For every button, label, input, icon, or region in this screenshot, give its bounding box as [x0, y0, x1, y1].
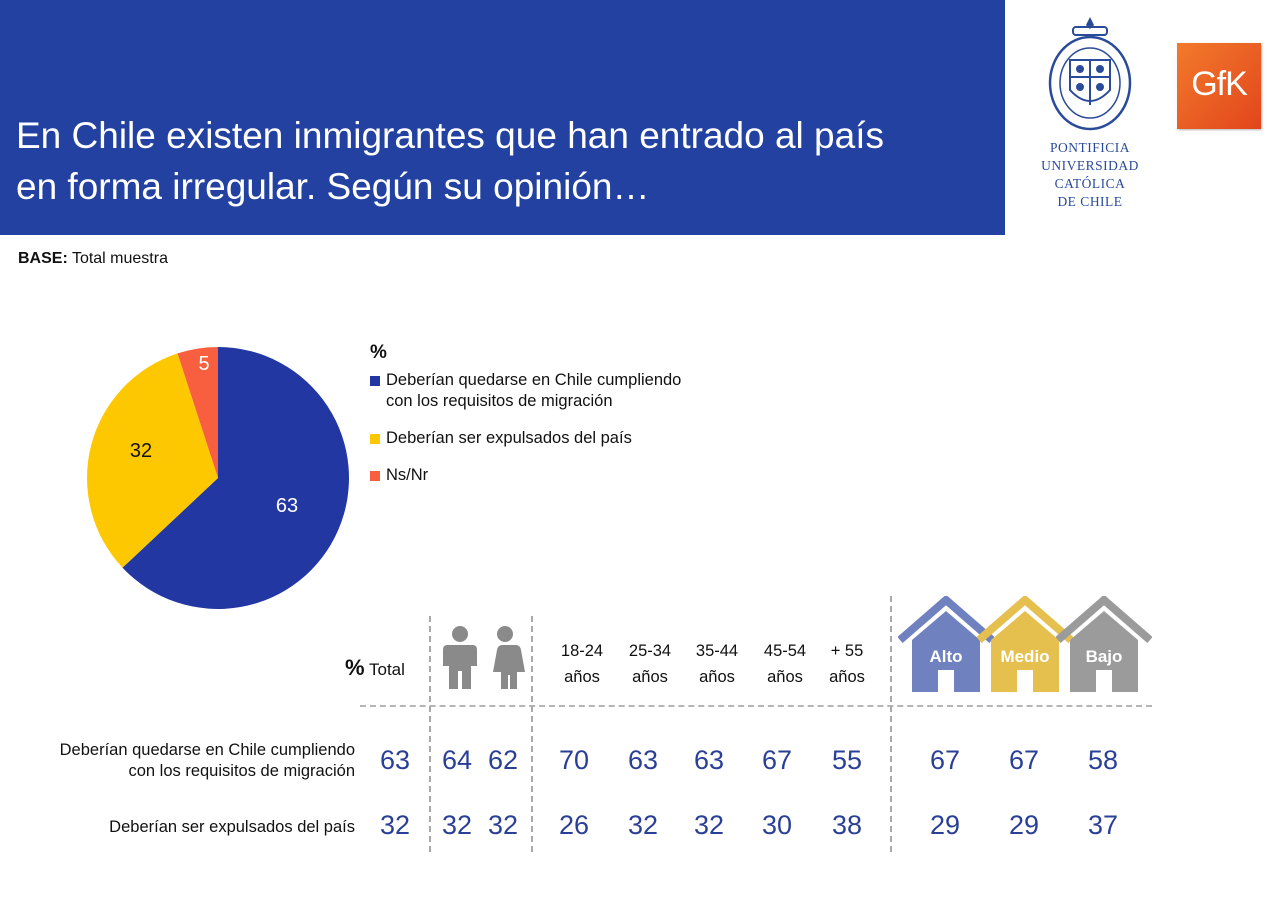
- uc-line-2: UNIVERSIDAD: [1041, 158, 1139, 173]
- uc-wordmark: PONTIFICIA UNIVERSIDAD CATÓLICA DE CHILE: [1030, 139, 1150, 211]
- legend-title: %: [370, 342, 387, 363]
- age-header-25-34: 25-34 años: [615, 638, 685, 690]
- page-title: En Chile existen inmigrantes que han ent…: [16, 110, 996, 212]
- pie-slice-expulsados: [86, 353, 218, 568]
- uc-line-3: CATÓLICA: [1054, 176, 1126, 191]
- row-label-line2: con los requisitos de migración: [128, 762, 355, 780]
- table-cell: 63: [627, 745, 659, 775]
- house-bajo-label: Bajo: [1086, 647, 1123, 666]
- table-cell: 32: [627, 810, 659, 840]
- age-header-35-44: 35-44 años: [682, 638, 752, 690]
- table-cell: 37: [1087, 810, 1119, 840]
- uc-logo: PONTIFICIA UNIVERSIDAD CATÓLICA DE CHILE: [1030, 15, 1150, 215]
- row-label-line1: Deberían quedarse en Chile cumpliendo: [59, 741, 355, 759]
- pie-slice-quedarse-label: 63: [276, 495, 298, 517]
- legend-item-quedarse: Deberían quedarse en Chile cumpliendo co…: [370, 370, 770, 412]
- row-label-quedarse: Deberían quedarse en Chile cumpliendo co…: [5, 740, 355, 782]
- total-label: Total: [368, 660, 405, 679]
- pie-slice-quedarse: [122, 347, 349, 609]
- house-alto-label: Alto: [929, 647, 962, 666]
- chart-legend: % Deberían quedarse en Chile cumpliendo …: [370, 342, 770, 502]
- house-medio-icon: Medio: [977, 596, 1073, 692]
- title-line-1: En Chile existen inmigrantes que han ent…: [16, 115, 884, 156]
- age-header-top: 35-44: [695, 642, 739, 660]
- legend-label-line2: con los requisitos de migración: [386, 392, 613, 410]
- table-cell: 26: [558, 810, 590, 840]
- house-medio-label: Medio: [1000, 647, 1049, 666]
- percent-symbol: %: [345, 655, 365, 680]
- table-header-divider: [360, 705, 1152, 707]
- title-line-2: en forma irregular. Según su opinión…: [16, 166, 650, 207]
- man-icon: [443, 626, 477, 689]
- legend-label-line1: Deberían quedarse en Chile cumpliendo: [386, 371, 682, 389]
- row-label-line1: Deberían ser expulsados del país: [109, 818, 355, 836]
- column-divider-2: [531, 616, 533, 852]
- table-cell: 32: [379, 810, 411, 840]
- row-label-expulsados: Deberían ser expulsados del país: [5, 817, 355, 838]
- legend-label: Deberían quedarse en Chile cumpliendo co…: [386, 370, 726, 412]
- age-header-top: + 55: [830, 642, 864, 660]
- table-cell: 63: [693, 745, 725, 775]
- table-cell: 29: [1008, 810, 1040, 840]
- base-value: Total muestra: [71, 250, 168, 267]
- table-cell: 32: [441, 810, 473, 840]
- house-bajo-icon: Bajo: [1056, 596, 1152, 692]
- table-cell: 32: [693, 810, 725, 840]
- woman-icon: [493, 626, 525, 689]
- pie-slice-nsnr-label: 5: [198, 353, 209, 375]
- age-header-top: 18-24: [560, 642, 604, 660]
- age-header-bottom: años: [767, 668, 803, 686]
- age-header-18-24: 18-24 años: [547, 638, 617, 690]
- age-header-top: 25-34: [628, 642, 672, 660]
- age-header-top: 45-54: [763, 642, 807, 660]
- uc-line-4: DE CHILE: [1057, 194, 1123, 209]
- age-header-bottom: años: [699, 668, 735, 686]
- table-cell: 67: [1008, 745, 1040, 775]
- base-note: BASE: Total muestra: [18, 250, 168, 268]
- age-header-bottom: años: [632, 668, 668, 686]
- legend-label: Deberían ser expulsados del país: [386, 429, 632, 447]
- legend-swatch-red: [370, 471, 380, 481]
- table-cell: 29: [929, 810, 961, 840]
- column-divider-3: [890, 596, 892, 852]
- house-alto-icon: Alto: [898, 596, 994, 692]
- table-cell: 58: [1087, 745, 1119, 775]
- age-header-45-54: 45-54 años: [750, 638, 820, 690]
- age-header-55plus: + 55 años: [812, 638, 882, 690]
- pie-slice-expulsados-label: 32: [130, 440, 152, 462]
- age-header-bottom: años: [829, 668, 865, 686]
- table-cell: 63: [379, 745, 411, 775]
- table-cell: 67: [761, 745, 793, 775]
- legend-item-expulsados: Deberían ser expulsados del país: [370, 428, 770, 449]
- uc-line-1: PONTIFICIA: [1049, 140, 1130, 155]
- table-cell: 64: [441, 745, 473, 775]
- table-cell: 55: [831, 745, 863, 775]
- gfk-logo: GfK: [1177, 43, 1261, 129]
- table-cell: 70: [558, 745, 590, 775]
- pie-slice-nsnr: [177, 347, 218, 478]
- header-banner: En Chile existen inmigrantes que han ent…: [0, 0, 1005, 235]
- table-cell: 30: [761, 810, 793, 840]
- age-header-bottom: años: [564, 668, 600, 686]
- table-cell: 67: [929, 745, 961, 775]
- legend-swatch-blue: [370, 376, 380, 386]
- uc-seal-icon: [1048, 17, 1132, 131]
- legend-label: Ns/Nr: [386, 466, 429, 484]
- base-label: BASE:: [18, 250, 68, 267]
- table-cell: 62: [487, 745, 519, 775]
- gfk-wordmark: GfK: [1191, 65, 1248, 103]
- legend-swatch-yellow: [370, 434, 380, 444]
- legend-item-nsnr: Ns/Nr: [370, 465, 770, 486]
- table-header-total: % Total: [345, 655, 405, 681]
- table-cell: 38: [831, 810, 863, 840]
- column-divider-1: [429, 616, 431, 852]
- table-cell: 32: [487, 810, 519, 840]
